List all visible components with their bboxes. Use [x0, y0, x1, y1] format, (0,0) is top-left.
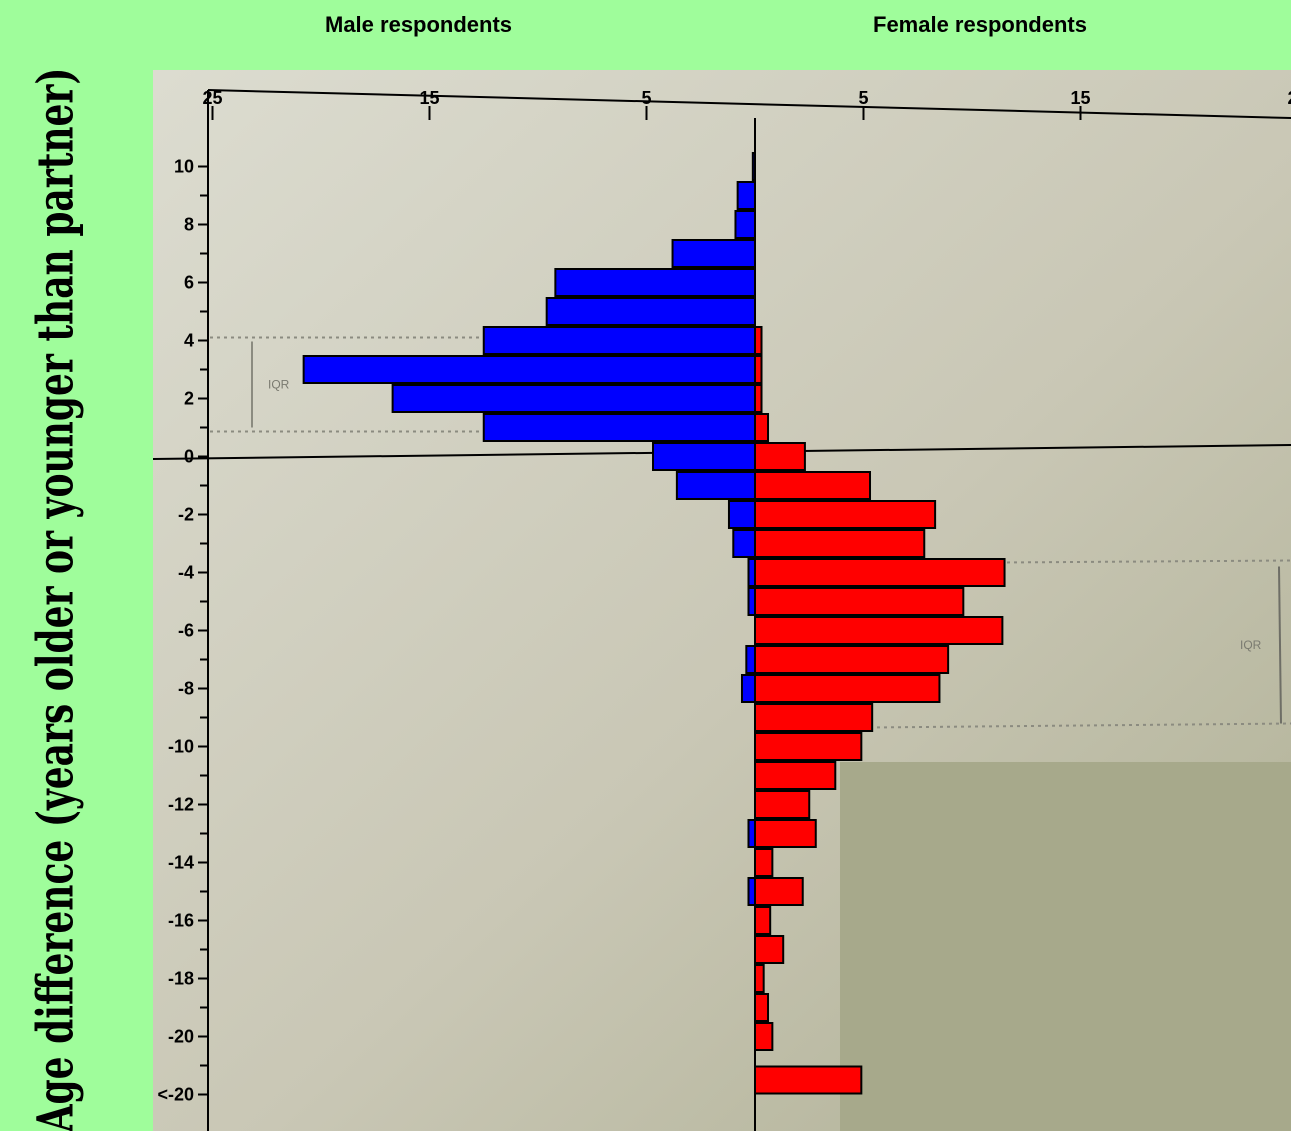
male-bar: [675, 471, 757, 500]
female-bar: [754, 616, 1004, 645]
female-bar: [754, 1065, 863, 1095]
female-iqr-label: IQR: [1240, 638, 1262, 652]
y-tick-label: 8: [184, 215, 194, 235]
male-bar: [652, 442, 757, 471]
female-bar: [754, 761, 837, 790]
y-tick-label: -6: [178, 621, 194, 641]
y-tick-label: -10: [168, 737, 194, 757]
y-tick-label: -12: [168, 795, 194, 815]
bars: [302, 152, 1006, 1095]
male-bar: [745, 645, 757, 674]
x-tick-label: 25: [202, 88, 222, 108]
y-tick-label: -4: [178, 563, 194, 583]
female-bar: [754, 877, 804, 906]
male-bar: [734, 210, 756, 239]
male-bar: [727, 500, 757, 529]
female-bar: [754, 471, 872, 500]
y-tick-label: 0: [184, 447, 194, 467]
female-bar: [754, 384, 763, 413]
x-tick-label: 15: [1070, 88, 1090, 108]
y-tick-label: 2: [184, 389, 194, 409]
female-bar: [754, 413, 770, 442]
female-bar: [754, 819, 817, 848]
y-tick-label: -18: [168, 969, 194, 989]
female-bar: [754, 645, 950, 674]
female-bar: [754, 326, 763, 355]
male-bar: [554, 268, 756, 297]
male-respondents-title: Male respondents: [325, 12, 513, 37]
female-respondents-title: Female respondents: [873, 12, 1087, 37]
x-tick-label: 15: [419, 88, 439, 108]
female-bar: [754, 442, 806, 471]
male-bar: [751, 152, 757, 181]
paper-background-corner: [840, 762, 1291, 1131]
male-bar: [736, 181, 757, 210]
female-bar: [754, 906, 772, 935]
female-bar: [754, 355, 763, 384]
female-bar: [754, 674, 941, 703]
female-bar: [754, 558, 1006, 587]
x-tick-label: 25: [1287, 88, 1291, 108]
male-bar: [391, 384, 756, 413]
female-bar: [754, 500, 937, 529]
female-bar: [754, 732, 863, 761]
y-tick-label: 6: [184, 273, 194, 293]
female-bar: [754, 964, 765, 993]
male-bar: [545, 297, 756, 326]
female-bar: [754, 935, 785, 964]
iqr-markers: IQR IQR: [210, 336, 1291, 729]
tick-labels: 25 15 5 5 15 25 10 8 6 4 2 0 -2 -4 -6 -8 -10 -12 -14 -16 -18…: [157, 88, 1291, 1105]
y-tick-label: 4: [184, 331, 194, 351]
female-bar: [754, 993, 770, 1022]
y-tick-label: -2: [178, 505, 194, 525]
y-tick-label: -14: [168, 853, 194, 873]
male-bar: [671, 239, 756, 268]
male-bar: [732, 529, 756, 558]
female-bar: [754, 529, 926, 558]
y-tick-label: 10: [174, 157, 194, 177]
y-tick-label: -8: [178, 679, 194, 699]
y-tick-label: <-20: [157, 1085, 194, 1105]
female-bar: [754, 587, 965, 616]
female-bar: [754, 790, 811, 819]
x-tick-label: 5: [858, 88, 868, 108]
male-bar: [740, 674, 756, 703]
female-bar: [754, 1022, 774, 1051]
photo-background: [153, 70, 1291, 1131]
x-tick-label: 5: [641, 88, 651, 108]
male-iqr-label: IQR: [268, 378, 290, 392]
male-bar: [482, 413, 756, 442]
male-bar: [482, 326, 756, 355]
y-tick-label: -20: [168, 1027, 194, 1047]
male-bar: [302, 355, 756, 384]
x-axis-top-line: [207, 89, 1291, 119]
female-iqr-arrow: [1278, 566, 1282, 724]
female-bar: [754, 703, 874, 732]
y-tick-label: -16: [168, 911, 194, 931]
female-bar: [754, 848, 774, 877]
female-iqr-lower-line: [869, 722, 1291, 729]
